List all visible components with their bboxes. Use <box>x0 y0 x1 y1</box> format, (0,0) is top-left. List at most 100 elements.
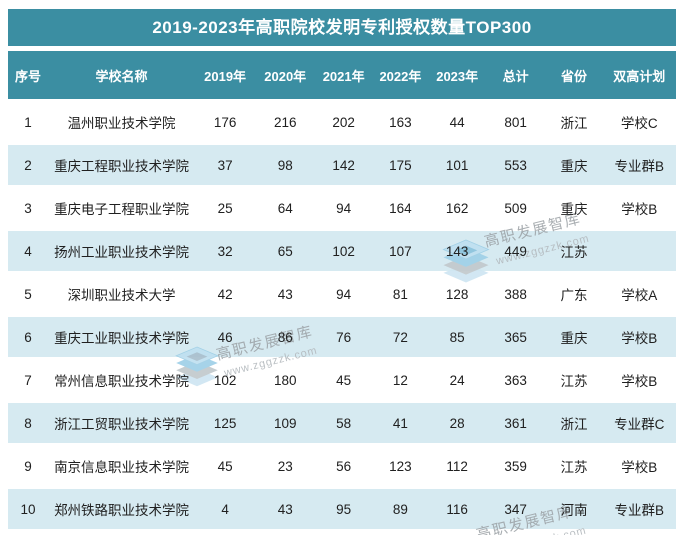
table-row: 2 重庆工程职业技术学院 37 98 142 175 101 553 重庆 专业群B <box>8 145 676 185</box>
table-cell: 125 <box>195 403 256 443</box>
table-cell: 72 <box>372 317 429 357</box>
cell-text: 94 <box>336 286 352 302</box>
table-cell: 浙江工贸职业技术学院 <box>48 403 196 443</box>
table-cell: 359 <box>486 446 546 486</box>
cell-text: 76 <box>336 329 352 345</box>
table-cell: 学校B <box>602 360 676 400</box>
cell-text: 28 <box>449 415 465 431</box>
table-cell: 176 <box>195 102 255 142</box>
table-cell: 重庆工业职业技术学院 <box>48 317 196 357</box>
cell-text: 58 <box>336 415 352 431</box>
table-cell: 4 <box>8 231 49 271</box>
cell-text: 116 <box>446 501 468 517</box>
cell-text: 江苏 <box>560 245 588 260</box>
cell-text: 学校C <box>620 116 658 131</box>
table-cell: 12 <box>372 360 429 400</box>
table-cell: 128 <box>429 274 486 314</box>
table-cell: 94 <box>315 188 372 228</box>
table-row: 1 温州职业技术学院 176 216 202 163 44 801 浙江 学校C <box>8 102 676 142</box>
table-cell: 学校A <box>602 274 676 314</box>
cell-text: 112 <box>446 458 468 474</box>
cell-text: 学校B <box>621 460 658 475</box>
table-row: 6 重庆工业职业技术学院 46 86 76 72 85 365 重庆 学校B <box>8 317 676 357</box>
table-cell: 44 <box>429 102 486 142</box>
table-cell: 45 <box>315 360 372 400</box>
cell-text: 4 <box>221 501 229 517</box>
table-cell <box>602 231 676 271</box>
cell-text: 202 <box>332 114 355 130</box>
cell-text: 42 <box>217 286 233 302</box>
cell-text: 25 <box>217 200 233 216</box>
table-row: 10 郑州铁路职业技术学院 4 43 95 89 116 347 河南 专业群B <box>8 489 676 529</box>
table-cell: 重庆 <box>545 317 603 357</box>
cell-text: 43 <box>277 286 293 302</box>
table-cell: 76 <box>315 317 373 357</box>
table-cell: 363 <box>486 360 546 400</box>
table-cell: 102 <box>315 231 373 271</box>
cell-text: 143 <box>445 243 469 259</box>
table-row: 3 重庆电子工程职业学院 25 64 94 164 162 509 重庆 学校B <box>8 188 676 228</box>
table-cell: 216 <box>255 102 315 142</box>
cell-text: 216 <box>273 114 297 130</box>
cell-text: 388 <box>504 286 527 302</box>
cell-text: 重庆 <box>560 331 588 346</box>
cell-text: 109 <box>273 415 297 431</box>
table-cell: 347 <box>485 489 546 529</box>
table-cell: 广东 <box>546 274 603 314</box>
table-cell: 学校B <box>602 446 676 486</box>
cell-text: 46 <box>217 329 233 345</box>
table-row: 7 常州信息职业技术学院 102 180 45 12 24 363 江苏 学校B <box>8 360 676 400</box>
table-cell: 常州信息职业技术学院 <box>48 360 195 400</box>
table-cell: 101 <box>428 145 486 185</box>
cell-text: 162 <box>445 200 469 216</box>
cell-text: 7 <box>24 372 32 388</box>
cell-text: 64 <box>277 200 293 216</box>
table-cell: 江苏 <box>545 231 603 271</box>
table-cell: 449 <box>485 231 546 271</box>
table-cell: 专业群B <box>602 489 676 529</box>
table-cell: 163 <box>372 102 429 142</box>
table-cell: 学校B <box>602 188 676 228</box>
table-cell: 202 <box>315 102 372 142</box>
cell-text: 56 <box>336 458 352 474</box>
table-cell: 81 <box>372 274 429 314</box>
cell-text: 3 <box>24 200 32 216</box>
cell-text: 176 <box>213 114 237 130</box>
cell-text: 2 <box>24 157 32 173</box>
table-cell: 365 <box>485 317 546 357</box>
cell-text: 102 <box>332 243 355 259</box>
cell-text: 72 <box>392 329 408 345</box>
table-cell: 2 <box>8 145 49 185</box>
table-cell: 43 <box>255 274 315 314</box>
table-cell: 重庆工程职业技术学院 <box>48 145 196 185</box>
table-cell: 7 <box>8 360 48 400</box>
cell-text: 专业群C <box>614 417 665 432</box>
table-cell: 64 <box>255 188 315 228</box>
cell-text: 107 <box>389 243 412 259</box>
cell-text: 347 <box>504 501 527 517</box>
cell-text: 江苏 <box>560 374 588 389</box>
table-cell: 扬州工业职业技术学院 <box>48 231 196 271</box>
cell-text: 94 <box>336 200 352 216</box>
header-row: 序号 学校名称 2019年 2020年 2021年 2022年 2023年 总计… <box>8 51 676 99</box>
table-cell: 6 <box>8 317 49 357</box>
cell-text: 专业群B <box>614 503 664 518</box>
col-header-school: 学校名称 <box>48 51 196 99</box>
table-cell: 专业群C <box>602 403 676 443</box>
table-cell: 180 <box>255 360 315 400</box>
cell-text: 81 <box>392 286 408 302</box>
cell-text: 101 <box>445 157 469 173</box>
table-cell: 温州职业技术学院 <box>48 102 195 142</box>
cell-text: 363 <box>504 372 527 388</box>
cell-text: 重庆 <box>560 159 588 174</box>
cell-text: 浙江 <box>560 417 588 432</box>
table-cell: 浙江 <box>545 403 603 443</box>
cell-text: 89 <box>392 501 408 517</box>
table-cell: 9 <box>8 446 48 486</box>
cell-text: 44 <box>449 114 465 130</box>
table-cell: 江苏 <box>546 446 603 486</box>
cell-text: 重庆电子工程职业学院 <box>54 202 190 217</box>
col-header-province: 省份 <box>545 51 603 99</box>
table-cell: 98 <box>255 145 316 185</box>
